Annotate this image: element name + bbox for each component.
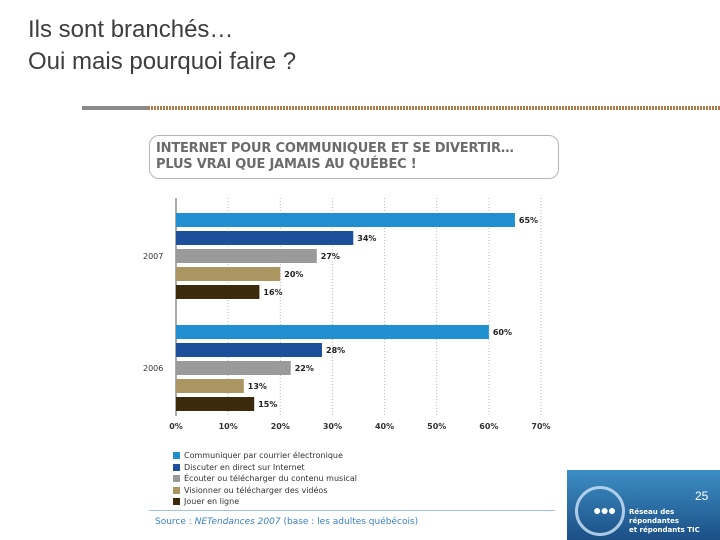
legend-label: Communiquer par courrier électronique bbox=[184, 451, 343, 461]
legend-swatch bbox=[173, 498, 180, 506]
x-tick-label: 40% bbox=[375, 422, 394, 431]
data-label: 20% bbox=[284, 270, 303, 279]
source-suffix: (base : les adultes québécois) bbox=[280, 517, 419, 527]
source-prefix: Source : bbox=[155, 517, 195, 527]
legend-item: Discuter en direct sur Internet bbox=[173, 462, 357, 474]
legend-item: Jouer en ligne bbox=[173, 496, 357, 508]
chart-title: INTERNET POUR COMMUNIQUER ET SE DIVERTIR… bbox=[156, 141, 514, 172]
legend-label: Visionner ou télécharger des vidéos bbox=[184, 485, 328, 495]
data-label: 60% bbox=[493, 328, 512, 337]
bar bbox=[176, 397, 255, 411]
title-rule-solid bbox=[82, 106, 148, 110]
chart-header-box: INTERNET POUR COMMUNIQUER ET SE DIVERTIR… bbox=[149, 135, 559, 179]
bar bbox=[176, 231, 354, 245]
x-tick-label: 0% bbox=[169, 422, 183, 431]
x-tick-label: 60% bbox=[479, 422, 498, 431]
bar bbox=[176, 361, 291, 375]
source-note: Source : NETendances 2007 (base : les ad… bbox=[155, 517, 418, 527]
slide-title-line-1: Ils sont branchés… bbox=[28, 16, 234, 43]
legend-label: Jouer en ligne bbox=[184, 497, 240, 507]
chart-panel: INTERNET POUR COMMUNIQUER ET SE DIVERTIR… bbox=[141, 126, 567, 540]
group-label: 2007 bbox=[143, 252, 163, 261]
legend-label: Discuter en direct sur Internet bbox=[184, 462, 305, 472]
chart-legend: Communiquer par courrier électronique Dis… bbox=[173, 450, 357, 508]
x-tick-label: 10% bbox=[219, 422, 238, 431]
x-tick-label: 70% bbox=[531, 422, 550, 431]
bar bbox=[176, 213, 515, 227]
legend-item: Visionner ou télécharger des vidéos bbox=[173, 485, 357, 497]
data-label: 16% bbox=[263, 288, 282, 297]
group-label: 2006 bbox=[143, 364, 163, 373]
logo-circle-icon bbox=[575, 486, 625, 536]
bar bbox=[176, 249, 317, 263]
legend-swatch bbox=[173, 486, 180, 494]
legend-item: Écouter ou télécharger du contenu musica… bbox=[173, 473, 357, 485]
source-divider bbox=[149, 510, 555, 511]
organization-logo: ●●● Réseau des répondantes et répondants… bbox=[567, 470, 720, 540]
data-label: 22% bbox=[295, 364, 314, 373]
slide-title: Ils sont branchés… Oui mais pourquoi fai… bbox=[28, 14, 296, 78]
title-rule-dotted bbox=[148, 106, 720, 110]
bar bbox=[176, 285, 260, 299]
bar-chart: 0% 10% 20% 30% 40% 50% 60% 70%200765%34%27%20%1… bbox=[143, 198, 551, 431]
bar bbox=[176, 267, 281, 281]
data-label: 13% bbox=[248, 382, 267, 391]
x-tick-label: 50% bbox=[427, 422, 446, 431]
data-label: 65% bbox=[519, 216, 538, 225]
data-label: 15% bbox=[258, 400, 277, 409]
x-tick-label: 20% bbox=[271, 422, 290, 431]
legend-label: Écouter ou télécharger du contenu musica… bbox=[184, 474, 357, 484]
legend-swatch bbox=[173, 475, 180, 483]
bar bbox=[176, 325, 489, 339]
source-name: NETendances 2007 bbox=[194, 517, 281, 527]
legend-swatch bbox=[173, 452, 180, 460]
data-label: 27% bbox=[321, 252, 340, 261]
legend-swatch bbox=[173, 463, 180, 471]
bar bbox=[176, 379, 244, 393]
x-tick-label: 30% bbox=[323, 422, 342, 431]
bar bbox=[176, 343, 322, 357]
legend-item: Communiquer par courrier électronique bbox=[173, 450, 357, 462]
logo-dots-icon: ●●● bbox=[593, 502, 616, 518]
slide-number: 25 bbox=[695, 489, 709, 503]
data-label: 28% bbox=[326, 346, 345, 355]
slide-title-line-2: Oui mais pourquoi faire ? bbox=[28, 48, 297, 75]
logo-text: Réseau des répondantes et répondants TIC bbox=[629, 508, 700, 534]
data-label: 34% bbox=[357, 234, 376, 243]
